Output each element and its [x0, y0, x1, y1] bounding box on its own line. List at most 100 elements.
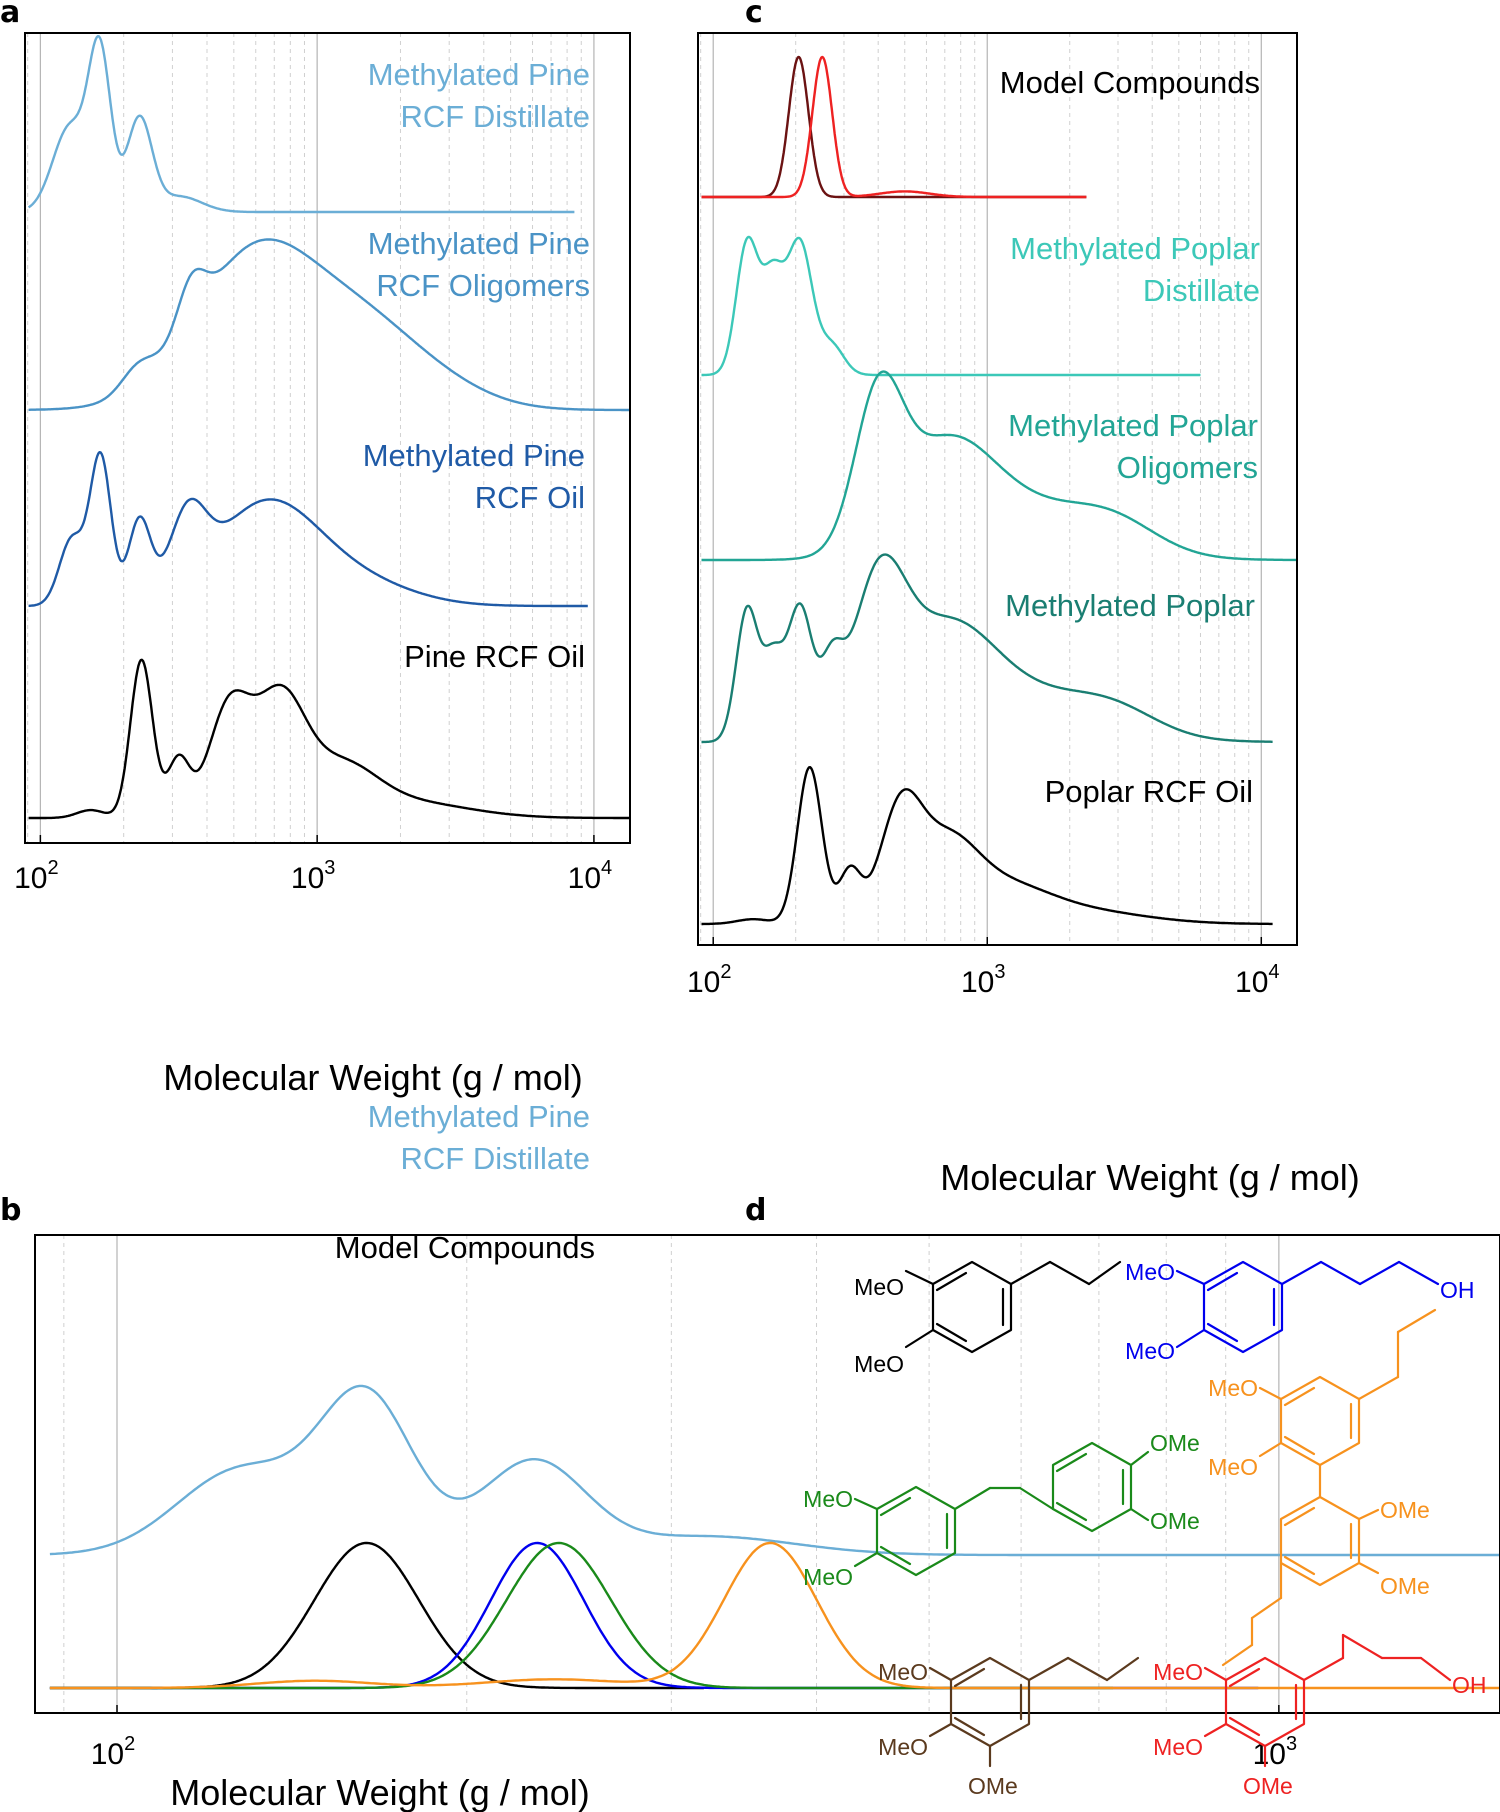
- s2-label-meo-2: MeO: [1125, 1338, 1175, 1364]
- plot-frame: [697, 32, 1298, 946]
- series-label-line: Methylated Pine: [368, 1099, 590, 1134]
- series-line-methylated-poplar-oligomers: [701, 370, 1298, 562]
- x-tick-label: 102: [91, 1733, 136, 1771]
- series-line-pine-rcf-oil: [28, 658, 630, 820]
- tick-base: 10: [14, 862, 47, 895]
- series-label-methylated-poplar-distillate: Methylated Poplar Distillate: [1010, 231, 1260, 308]
- tick-base: 10: [1235, 966, 1268, 999]
- structure-dimethoxyphenyl-propanol: MeO MeO OH: [1125, 1259, 1474, 1364]
- tick-base: 10: [91, 1738, 124, 1771]
- tick-exponent: 3: [994, 961, 1005, 983]
- tick-exponent: 3: [324, 857, 335, 879]
- tick-base: 10: [291, 862, 324, 895]
- series-label-pine-rcf-oil: Pine RCF Oil: [404, 639, 585, 674]
- series-line-methylated-pine-rcf-distillate: [27, 35, 575, 214]
- x-tick-label: 102: [687, 961, 732, 999]
- s1-label-meo-1: MeO: [854, 1274, 904, 1300]
- series-label-line: Methylated Pine: [363, 438, 585, 473]
- tick-base: 10: [568, 862, 601, 895]
- series-label-line: Methylated Poplar: [1010, 231, 1260, 266]
- series-label-line: Poplar RCF Oil: [1045, 774, 1253, 809]
- series-label-line: Pine RCF Oil: [404, 639, 585, 674]
- series-label-line: Methylated Pine: [368, 57, 590, 92]
- tick-exponent: 2: [47, 857, 58, 879]
- series-line-model-compound-1-2-dimethoxy-4-propylbenzene: [49, 1541, 704, 1690]
- structure-propyl-biphenyl-dimer: MeO MeO OMe OMe: [1208, 1308, 1437, 1667]
- panel-label-a: a: [0, 0, 20, 30]
- panel-a-xlabel: Molecular Weight (g / mol): [163, 1057, 582, 1098]
- series-label-methylated-pine-rcf-oil: Methylated Pine RCF Oil: [363, 438, 585, 515]
- x-tick-label: 104: [1235, 961, 1280, 999]
- structure-trimethoxyphenyl-propanol: MeO MeO OMe OH: [1153, 1633, 1487, 1799]
- chart-panel-a: Methylated Pine RCF DistillateMethylated …: [14, 32, 631, 895]
- series-line-model-compound-dimethoxyphenyl-ethane-dimer: [49, 1541, 1114, 1690]
- tick-exponent: 2: [720, 961, 731, 983]
- tick-exponent: 4: [601, 857, 612, 879]
- series-label-line: Methylated Poplar: [1005, 588, 1255, 623]
- x-tick-label: 102: [14, 857, 59, 895]
- s6-label-meo-2: MeO: [1153, 1734, 1203, 1760]
- panel-label-c: c: [745, 0, 763, 30]
- series-line-methylated-poplar: [701, 553, 1273, 744]
- series-line-methylated-pine-rcf-oligomers: [28, 238, 630, 412]
- grid: [63, 1235, 1280, 1713]
- tick-exponent: 4: [1268, 961, 1279, 983]
- tick-base: 10: [961, 966, 994, 999]
- x-tick-label: 103: [291, 857, 336, 895]
- model-compounds-label: Model Compounds: [1000, 65, 1260, 100]
- series-label-line: Oligomers: [1117, 450, 1258, 485]
- x-tick-label: 103: [1253, 1733, 1298, 1771]
- tick-base: 10: [687, 966, 720, 999]
- s4-label-ome-1: OMe: [1150, 1430, 1200, 1456]
- s3-label-ome-2: OMe: [1380, 1573, 1430, 1599]
- structure-trimethoxy-propylbenzene: MeO MeO OMe: [878, 1656, 1140, 1799]
- plot-frame: [24, 32, 631, 844]
- panel-d-structures: MeO MeO MeO MeO OH: [803, 1259, 1486, 1799]
- panel-c-xlabel: Molecular Weight (g / mol): [940, 1157, 1359, 1198]
- series-label-poplar-rcf-oil: Poplar RCF Oil: [1045, 774, 1253, 809]
- series-label-line: Distillate: [1143, 273, 1260, 308]
- structure-dimethoxyphenyl-ethane: MeO MeO OMe OMe: [803, 1430, 1200, 1590]
- series-line-methylated-pine-rcf-distillate: [49, 1384, 1500, 1557]
- series-label-line: RCF Distillate: [401, 1141, 590, 1176]
- s4-label-meo-1: MeO: [803, 1486, 853, 1512]
- series-label-line: RCF Oil: [475, 480, 585, 515]
- x-tick-label: 103: [961, 961, 1006, 999]
- series-label-methylated-poplar: Methylated Poplar: [1005, 588, 1255, 623]
- panel-b-xlabel: Molecular Weight (g / mol): [170, 1772, 589, 1812]
- s3-label-meo-1: MeO: [1208, 1375, 1258, 1401]
- series-label-line: Methylated Poplar: [1008, 408, 1258, 443]
- s6-label-oh: OH: [1452, 1672, 1487, 1698]
- series-line-methylated-pine-rcf-oil: [28, 451, 588, 608]
- x-tick-label: 104: [568, 857, 613, 895]
- grid: [27, 33, 595, 843]
- s2-label-oh: OH: [1440, 1277, 1475, 1303]
- s2-label-meo-1: MeO: [1125, 1259, 1175, 1285]
- series-line-model-compound-3-3-4-5-trimethoxyphenyl-propan-1-ol: [701, 55, 1087, 199]
- s4-label-meo-2: MeO: [803, 1564, 853, 1590]
- series-label-methylated-pine-rcf-distillate: Methylated Pine RCF Distillate: [368, 57, 590, 134]
- tick-exponent: 2: [124, 1733, 135, 1755]
- s5-label-ome: OMe: [968, 1773, 1018, 1799]
- s5-label-meo-2: MeO: [878, 1734, 928, 1760]
- structure-dimethoxy-propylbenzene: MeO MeO: [854, 1260, 1122, 1377]
- s4-label-ome-2: OMe: [1150, 1508, 1200, 1534]
- panel-label-d: d: [745, 1193, 766, 1228]
- series-label-methylated-poplar-oligomers: Methylated Poplar Oligomers: [1008, 408, 1258, 485]
- series-label-methylated-pine-rcf-oligomers: Methylated Pine RCF Oligomers: [368, 226, 590, 303]
- series-line-model-compound-3-3-4-dimethoxyphenyl-propan-1-ol: [49, 1541, 1259, 1690]
- s3-label-meo-2: MeO: [1208, 1454, 1258, 1480]
- tick-exponent: 3: [1286, 1733, 1297, 1755]
- plot-frame: [34, 1234, 1500, 1714]
- series-label-line: RCF Distillate: [401, 99, 590, 134]
- s6-label-ome: OMe: [1243, 1773, 1293, 1799]
- series-label-line: RCF Oligomers: [376, 268, 590, 303]
- s6-label-meo-1: MeO: [1153, 1659, 1203, 1685]
- panel-label-b: b: [0, 1193, 21, 1228]
- s5-label-meo-1: MeO: [878, 1659, 928, 1685]
- grid: [700, 33, 1262, 945]
- series-line-poplar-rcf-oil: [701, 766, 1273, 926]
